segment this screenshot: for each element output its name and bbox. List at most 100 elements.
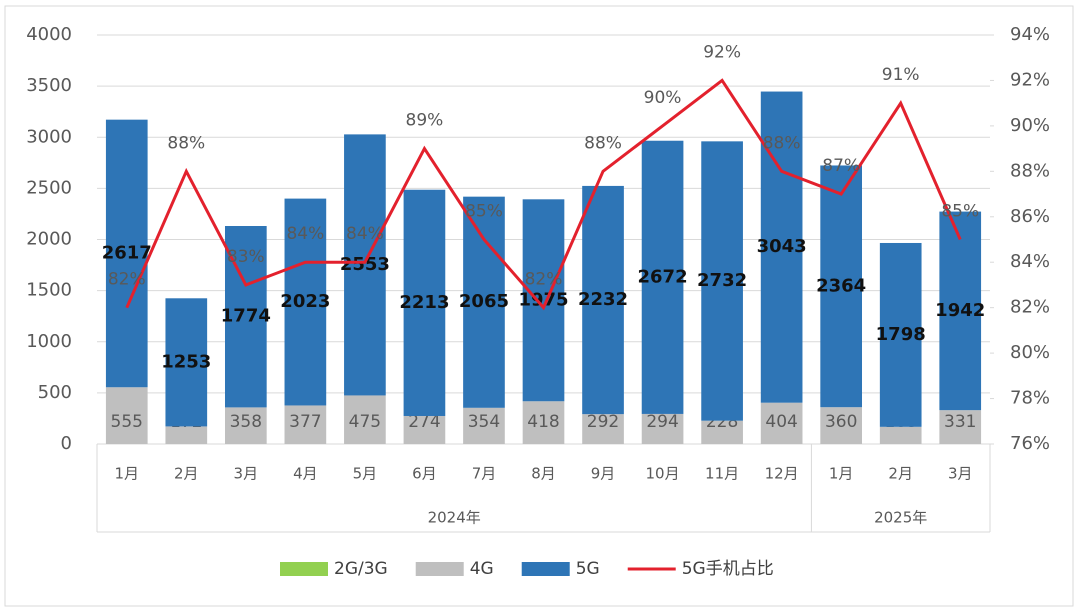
data-label: 2732 [697,270,747,291]
bar-segment [701,141,743,421]
data-label: 331 [944,412,976,432]
data-label: 2364 [816,275,866,296]
x-tick-label: 10月 [646,465,680,483]
bar-segment [760,402,803,444]
bar-segment [344,134,386,396]
x-tick-label: 12月 [765,465,799,483]
y2-tick-label: 78% [1010,388,1050,409]
data-label: 3043 [757,236,807,257]
y2-tick-label: 82% [1010,297,1050,318]
y2-tick-label: 92% [1010,69,1050,90]
legend-label: 4G [470,559,494,579]
data-label: 404 [765,412,797,432]
bar-segment [820,165,863,408]
y-tick-label: 3500 [26,75,72,96]
bar-segment [224,407,267,444]
data-label: 1253 [161,351,211,372]
data-label: 360 [825,412,857,432]
data-label: 2617 [102,242,152,263]
data-label: 354 [468,412,500,432]
line-label: 85% [465,202,503,222]
line-label: 82% [525,270,563,290]
y-tick-label: 1500 [26,280,72,301]
bar-segment [879,426,922,444]
bar-segment [522,199,565,402]
x-tick-label: 7月 [472,465,497,483]
y-tick-label: 3000 [26,126,72,147]
data-label: 1774 [221,306,271,327]
bar-segment [701,420,743,444]
bar-segment [820,407,863,444]
line-label: 90% [644,88,682,108]
data-label: 1942 [935,300,985,321]
data-label: 555 [111,412,143,432]
bar-segment [105,119,148,388]
bar-segment [582,185,624,415]
y2-tick-label: 86% [1010,206,1050,227]
line-label: 92% [703,42,741,62]
y-tick-label: 0 [61,433,72,454]
y2-tick-label: 80% [1010,342,1050,363]
y-tick-label: 500 [38,382,72,403]
data-label: 2232 [578,289,628,310]
bar-segment [284,198,327,406]
data-label: 418 [527,412,559,432]
line-label: 84% [346,224,384,244]
x-tick-label: 4月 [293,465,318,483]
x-tick-label: 1月 [829,465,854,483]
y-tick-label: 2000 [26,229,72,250]
bar-segment [939,211,982,411]
bar-segment [939,410,982,444]
legend-swatch [280,562,328,576]
bar-segment [165,426,208,444]
y2-tick-label: 84% [1010,251,1050,272]
y-tick-label: 2500 [26,177,72,198]
line-label: 82% [108,270,146,290]
data-label: 294 [646,412,678,432]
x-tick-label: 3月 [234,465,259,483]
bar-segment [522,401,565,444]
x-tick-label: 8月 [531,465,556,483]
line-label: 88% [167,133,205,153]
bar-segment [105,387,148,444]
bar-segment [403,189,446,416]
data-label: 2065 [459,291,509,312]
y2-tick-label: 94% [1010,24,1050,45]
line-label: 88% [763,133,801,153]
x-tick-label: 2月 [174,465,199,483]
data-label: 292 [587,412,619,432]
y-tick-label: 1000 [26,331,72,352]
x-tick-label: 5月 [353,465,378,483]
bar-segment [463,196,505,408]
bar-segment [165,298,208,427]
line-label: 83% [227,247,265,267]
x-tick-label: 6月 [412,465,437,483]
bar-segment [641,140,684,414]
data-label: 2023 [280,291,330,312]
x-tick-label: 9月 [591,465,616,483]
x-tick-label: 3月 [948,465,973,483]
line-series [125,78,962,311]
line-label: 87% [822,156,860,176]
bar-segment [463,407,505,444]
line-label: 84% [286,224,324,244]
bar-segment [403,415,446,444]
legend-label: 2G/3G [334,559,388,579]
data-label: 2553 [340,254,390,275]
bar-segment [760,91,803,403]
y2-tick-label: 76% [1010,433,1050,454]
y-tick-label: 4000 [26,24,72,45]
bar-segment [284,405,327,444]
x-tick-label: 2月 [888,465,913,483]
line-label: 88% [584,133,622,153]
x-tick-label: 1月 [114,465,139,483]
group-label: 2024年 [428,509,481,527]
y2-tick-label: 90% [1010,115,1050,136]
legend-swatch [521,562,570,576]
line-label: 91% [882,65,920,85]
data-label: 2213 [399,292,449,313]
bar-segment [582,414,624,444]
y2-tick-label: 88% [1010,160,1050,181]
data-label: 1798 [876,324,926,345]
